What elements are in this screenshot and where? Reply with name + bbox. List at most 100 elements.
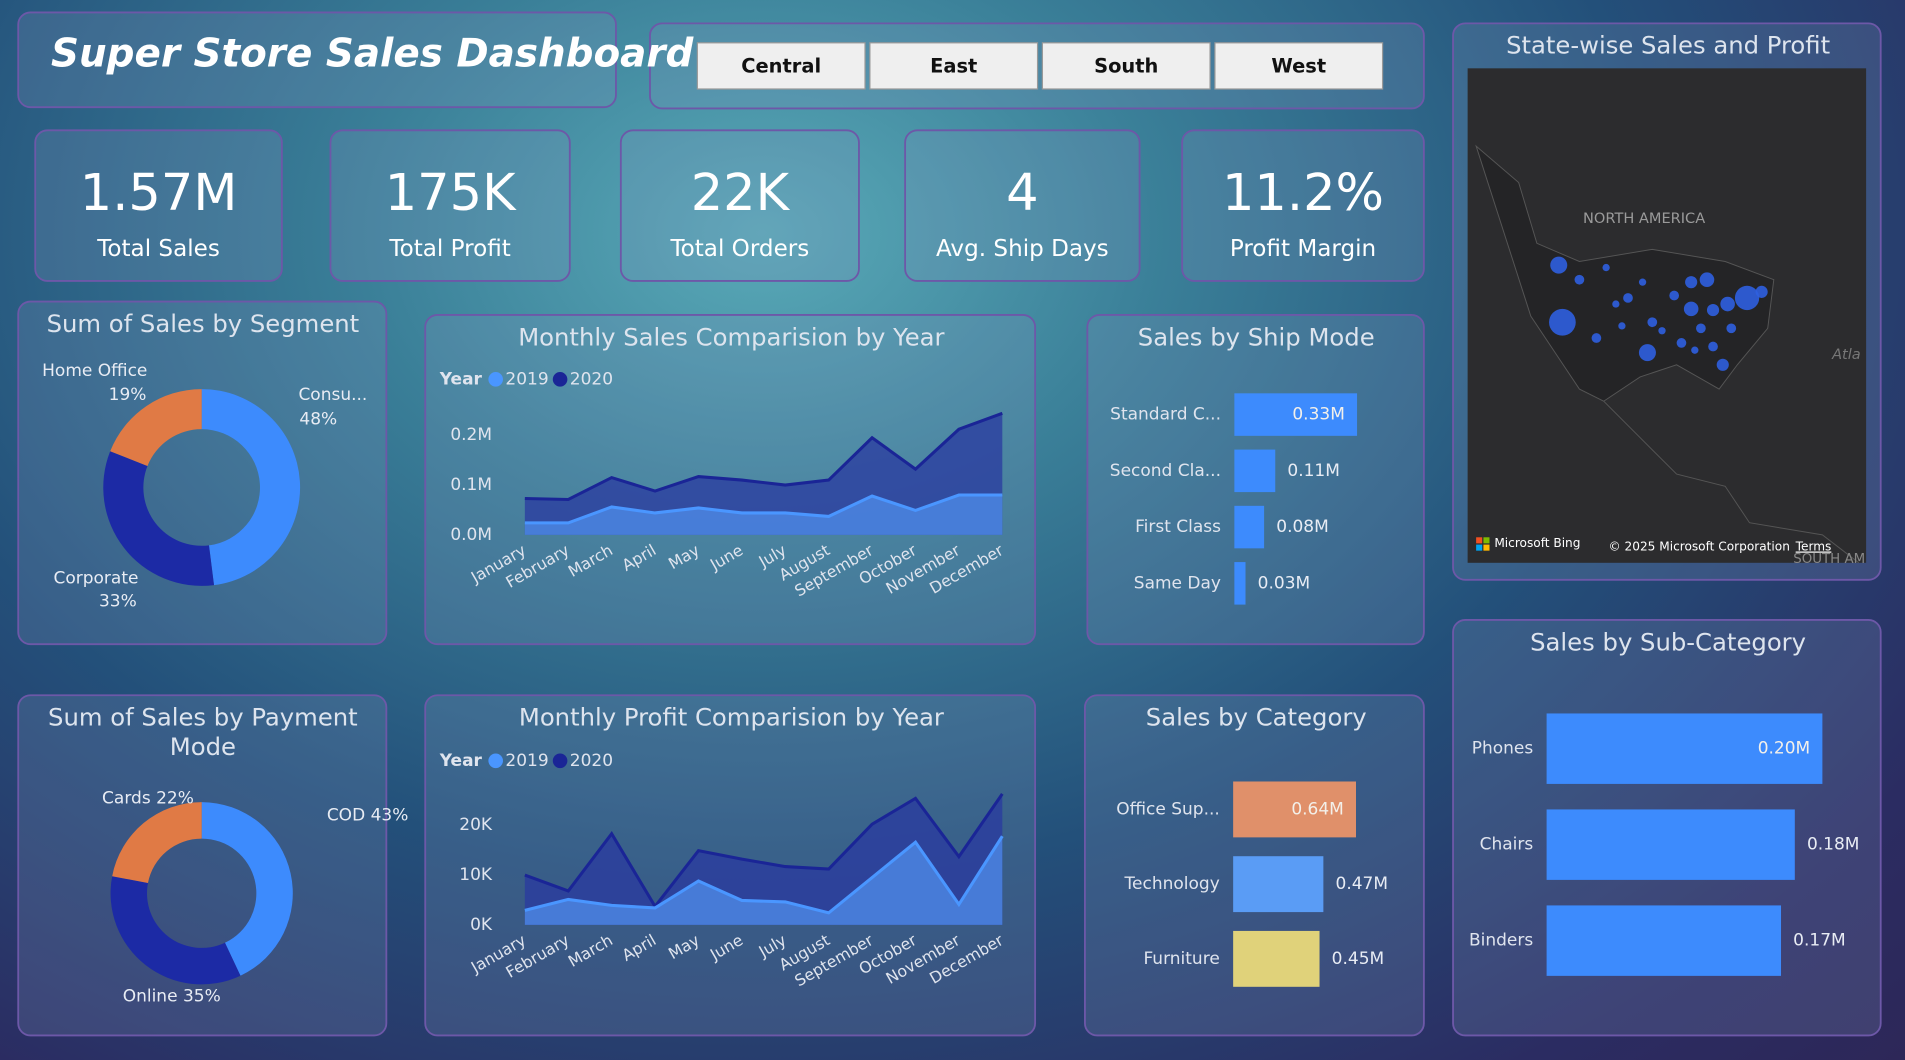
kpi-card [329, 129, 571, 282]
title-panel [17, 11, 617, 109]
chart-title: Sales by Sub-Category [1530, 627, 1807, 657]
line [524, 792, 1004, 910]
legend-label: 2020 [570, 751, 613, 771]
donut-segment [112, 802, 202, 884]
value-label: 0.64M [1291, 799, 1344, 819]
bing-logo [1476, 544, 1483, 551]
value-label: 0.11M [1287, 461, 1340, 481]
legend-title: Year [439, 369, 483, 389]
kpi-label: Total Profit [388, 236, 510, 262]
bar [1546, 809, 1795, 880]
donut-segment [110, 389, 202, 467]
payment-panel [17, 694, 388, 1037]
chart-title: Monthly Profit Comparision by Year [518, 702, 944, 732]
donut-segment [110, 876, 241, 985]
chart-title: Sales by Category [1145, 702, 1367, 732]
slicer-button[interactable] [869, 42, 1039, 90]
slicer-button[interactable] [1214, 42, 1384, 90]
category-label: Corporate [53, 569, 138, 589]
kpi-card [34, 129, 283, 282]
chart-title-text: Monthly Sales Comparision by Year [518, 322, 945, 352]
bar [1234, 562, 1246, 605]
slicer-button[interactable] [1041, 42, 1211, 90]
category-label: Standard C... [1110, 405, 1221, 425]
category-label: Phones [1472, 739, 1534, 759]
value-label: 0.33M [1292, 405, 1345, 425]
bing-logo [1483, 544, 1490, 551]
y-tick-label: 10K [459, 865, 493, 885]
y-tick-label: 0.2M [450, 425, 492, 445]
legend-label: 2019 [505, 369, 548, 389]
value-label: 43% [371, 806, 409, 826]
bing-logo [1476, 537, 1483, 544]
map-label: NORTH AMERICA [1583, 210, 1705, 227]
map-title: State-wise Sales and Profit [1506, 30, 1830, 59]
category-label: Consu... [298, 385, 367, 405]
category-label: Online [123, 987, 178, 1007]
chart-title-text: Sum of Sales by Payment Mode [48, 702, 358, 761]
bar [1234, 449, 1276, 493]
category-label: Home Office [42, 361, 147, 381]
donut-label: Online 35% [123, 987, 221, 1007]
area-fill [524, 495, 1003, 535]
slicer-label[interactable]: East [930, 55, 977, 78]
bar [1546, 905, 1782, 976]
slicer-label[interactable]: West [1271, 55, 1326, 78]
kpi-value: 175K [385, 164, 517, 223]
y-tick-label: 0K [470, 915, 493, 935]
donut-segment [103, 451, 215, 586]
slicer-label[interactable]: South [1094, 55, 1158, 78]
chart-title: Sum of Sales by Segment [46, 308, 360, 339]
chart-title-text: Monthly Profit Comparision by Year [518, 702, 944, 732]
kpi-card [619, 129, 860, 282]
map-attribution: © 2025 Microsoft Corporation [1609, 540, 1790, 554]
chart-title: Sales by Ship Mode [1137, 322, 1375, 352]
chart-title: Monthly Sales Comparision by Year [518, 322, 945, 352]
bing-logo [1483, 537, 1490, 544]
map-attribution: Microsoft Bing [1494, 536, 1580, 550]
map-landmass [1475, 144, 1775, 402]
value-label: 22% [156, 788, 194, 808]
value-label: 35% [183, 987, 221, 1007]
kpi-card [904, 129, 1141, 282]
map-coast [1603, 400, 1860, 564]
value-label: 0.47M [1336, 874, 1389, 894]
map-label: SOUTH AM [1793, 552, 1865, 567]
donut-segment [201, 802, 293, 976]
kpi-value: 4 [1006, 164, 1038, 223]
slicer-button[interactable] [696, 42, 866, 90]
map-bubbles [1549, 256, 1768, 371]
category-label: COD [327, 806, 365, 826]
kpi-label: Total Orders [669, 236, 809, 262]
kpi-value: 11.2% [1222, 164, 1384, 223]
kpi-label: Profit Margin [1230, 236, 1376, 262]
line [524, 493, 1003, 525]
value-label: 0.20M [1758, 739, 1811, 759]
chart-title-text: Sales by Ship Mode [1137, 322, 1375, 352]
donut-label: COD 43% [327, 806, 409, 826]
kpi-label: Total Sales [96, 236, 220, 262]
legend-label: 2020 [570, 369, 613, 389]
value-label: 48% [299, 409, 337, 429]
value-label: 0.08M [1276, 517, 1329, 537]
legend-label: 2019 [505, 751, 548, 771]
map-terms-link[interactable]: Terms [1795, 540, 1832, 554]
bar [1234, 505, 1265, 549]
y-tick-label: 0.0M [450, 525, 492, 545]
donut-label: Cards 22% [102, 788, 194, 808]
value-label: 33% [99, 592, 137, 612]
legend-title: Year [439, 751, 483, 771]
slicer-label[interactable]: Central [741, 55, 821, 78]
kpi-value: 22K [691, 164, 791, 223]
area-fill [524, 836, 1003, 925]
chart-title: Sum of Sales by Payment Mode [48, 702, 358, 761]
value-label: 19% [109, 385, 147, 405]
chart-title-text: Sales by Category [1145, 702, 1367, 732]
value-label: 0.03M [1258, 573, 1311, 593]
category-label: Chairs [1480, 835, 1534, 855]
bar [1233, 781, 1357, 838]
value-label: 0.18M [1807, 835, 1860, 855]
category-label: First Class [1135, 517, 1221, 537]
chart-title-text: Sum of Sales by Segment [46, 308, 360, 339]
chart-title-text: Sales by Sub-Category [1530, 627, 1807, 657]
